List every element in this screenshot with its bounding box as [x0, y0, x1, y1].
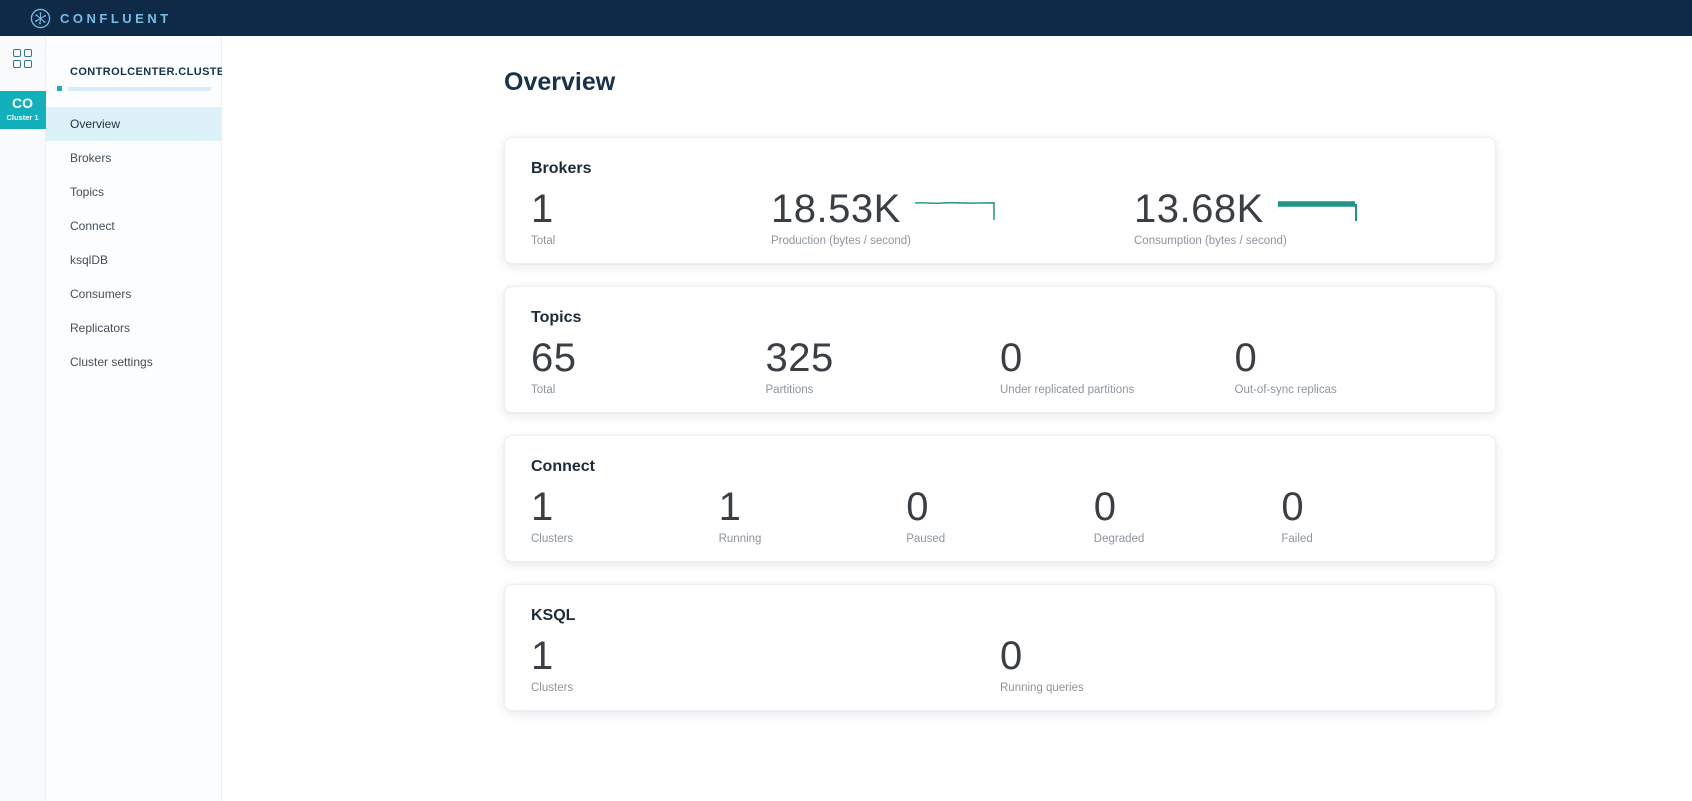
sidebar-item-cluster-settings[interactable]: Cluster settings — [70, 355, 153, 369]
metric-value: 1 — [531, 634, 554, 678]
top-navbar: CONFLUENT — [0, 0, 1692, 36]
connect-card: Connect 1 Clusters 1 Running 0 Paused — [504, 435, 1496, 562]
sidebar-item-connect[interactable]: Connect — [70, 219, 115, 233]
metric-label: Degraded — [1093, 533, 1145, 545]
metric-running-queries: 0 Running queries — [1000, 635, 1469, 694]
app-rail: CO Cluster 1 — [0, 36, 46, 801]
metric-value: 0 — [1281, 485, 1305, 529]
metric-label: Running queries — [1000, 682, 1084, 694]
sidebar-item-topics[interactable]: Topics — [70, 185, 105, 199]
grid-square — [12, 60, 21, 68]
metric-value: 1 — [718, 485, 742, 529]
sidebar-item-consumers[interactable]: Consumers — [70, 287, 132, 301]
metric-value: 0 — [1000, 634, 1023, 678]
metric-topics-total: 65 Total — [531, 337, 766, 396]
metric-failed: 0 Failed — [1281, 486, 1469, 545]
metric-running: 1 Running — [719, 486, 907, 545]
ksql-card: KSQL 1 Clusters 0 Running queries — [504, 584, 1496, 711]
cluster-indicator — [57, 86, 211, 91]
brand-wordmark[interactable]: CONFLUENT — [60, 10, 172, 26]
grid-square — [23, 60, 32, 68]
main-content: Overview Brokers 1 Total 18.53K — [222, 36, 1692, 801]
metric-value: 65 — [531, 336, 577, 380]
production-sparkline — [914, 201, 995, 220]
sidebar-item-overview[interactable]: Overview — [46, 107, 221, 141]
metric-under-replicated: 0 Under replicated partitions — [1000, 337, 1235, 396]
metric-label: Consumption (bytes / second) — [1134, 235, 1287, 247]
metric-label: Total — [531, 384, 556, 396]
metric-production: 18.53K Production (bytes / second) — [771, 188, 1134, 247]
metric-value: 18.53K — [771, 187, 901, 231]
metric-label: Failed — [1281, 533, 1313, 545]
metric-value: 325 — [765, 336, 834, 380]
card-title: Topics — [531, 309, 582, 326]
metric-out-of-sync: 0 Out-of-sync replicas — [1235, 337, 1470, 396]
metric-value: 1 — [531, 485, 554, 529]
sidebar-item-brokers[interactable]: Brokers — [70, 151, 112, 165]
grid-square — [12, 49, 21, 57]
metric-ksql-clusters: 1 Clusters — [531, 635, 1000, 694]
metric-consumption: 13.68K Consumption (bytes / second) — [1134, 188, 1469, 247]
card-title: Connect — [531, 458, 595, 475]
sidebar-item-replicators[interactable]: Replicators — [70, 321, 131, 335]
card-title: Brokers — [531, 160, 592, 177]
apps-grid-icon[interactable] — [12, 49, 33, 69]
metric-label: Out-of-sync replicas — [1234, 384, 1337, 396]
sidebar-nav: Overview Brokers Topics Connect ksqlDB C… — [46, 107, 221, 379]
consumption-sparkline — [1277, 201, 1357, 221]
metric-connect-clusters: 1 Clusters — [531, 486, 719, 545]
metric-degraded: 0 Degraded — [1094, 486, 1282, 545]
cluster-indicator-bar — [68, 87, 211, 91]
metric-label: Partitions — [765, 384, 814, 396]
topics-card: Topics 65 Total 325 Partitions 0 Under r… — [504, 286, 1496, 413]
metric-label: Production (bytes / second) — [771, 235, 911, 247]
metric-value: 1 — [531, 187, 554, 231]
metric-label: Paused — [906, 533, 946, 545]
cluster-indicator-dot — [57, 86, 62, 91]
brokers-card: Brokers 1 Total 18.53K Production ( — [504, 137, 1496, 264]
metric-value: 0 — [1234, 336, 1258, 380]
sidebar: CONTROLCENTER.CLUSTER Overview Brokers T… — [46, 36, 234, 801]
metric-label: Under replicated partitions — [1000, 384, 1135, 396]
page-title: Overview — [504, 68, 616, 96]
card-title: KSQL — [531, 607, 576, 624]
metric-paused: 0 Paused — [906, 486, 1094, 545]
sidebar-cluster-name: CONTROLCENTER.CLUSTER — [70, 66, 234, 78]
metric-brokers-total: 1 Total — [531, 188, 771, 247]
cluster-tile[interactable]: CO Cluster 1 — [0, 91, 46, 129]
cluster-abbr: CO — [12, 95, 33, 111]
metric-value: 0 — [906, 485, 929, 529]
sidebar-item-ksqldb[interactable]: ksqlDB — [70, 253, 109, 267]
metric-value: 0 — [1000, 336, 1023, 380]
metric-value: 0 — [1093, 485, 1117, 529]
metric-value: 13.68K — [1134, 187, 1264, 231]
confluent-logo-icon[interactable] — [30, 8, 51, 29]
metric-label: Clusters — [531, 682, 574, 694]
grid-square — [23, 49, 32, 57]
metric-label: Running — [718, 533, 762, 545]
metric-label: Total — [531, 235, 556, 247]
overview-cards: Brokers 1 Total 18.53K Production ( — [504, 137, 1496, 711]
cluster-tile-label: Cluster 1 — [6, 113, 39, 122]
metric-label: Clusters — [531, 533, 574, 545]
metric-partitions: 325 Partitions — [766, 337, 1001, 396]
